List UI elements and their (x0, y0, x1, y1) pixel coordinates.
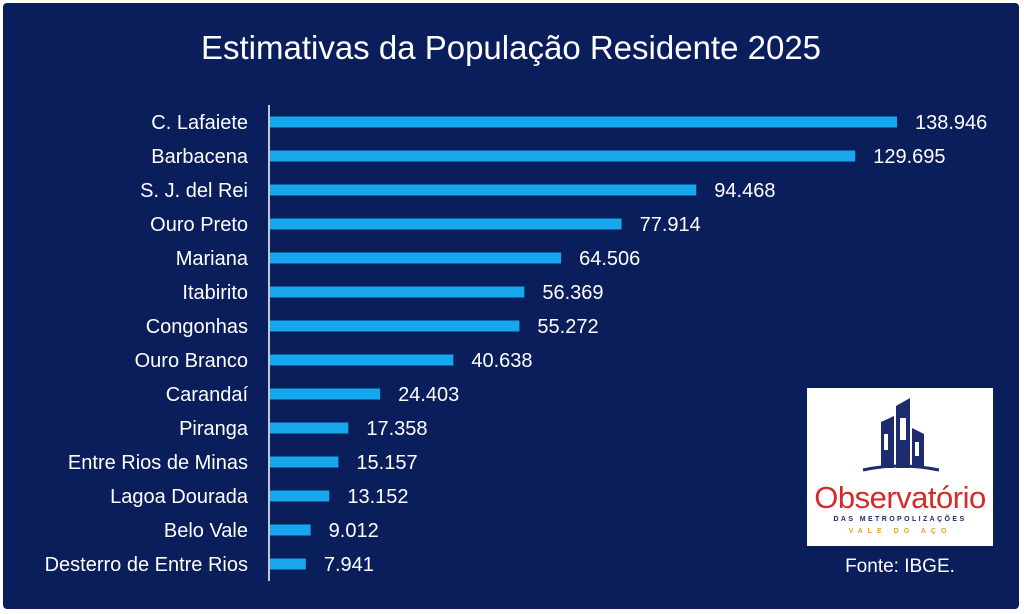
category-label: Itabirito (182, 282, 248, 304)
bar (270, 252, 562, 264)
category-label: Congonhas (146, 316, 248, 338)
bar (270, 524, 311, 536)
source-note: Fonte: IBGE. (845, 556, 955, 577)
observatorio-logo: Observatório DAS METROPOLIZAÇÕES VALE DO… (807, 388, 993, 546)
value-label: 56.369 (542, 282, 603, 304)
category-label: Carandaí (166, 384, 249, 406)
buildings-icon (862, 398, 940, 472)
logo-wordmark: Observatório (814, 480, 986, 515)
chart-title: Estimativas da População Residente 2025 (200, 29, 822, 66)
category-label: C. Lafaiete (151, 112, 248, 134)
category-label: Entre Rios de Minas (68, 452, 248, 474)
value-label: 55.272 (537, 316, 598, 338)
bar (270, 558, 306, 570)
bar (270, 320, 520, 332)
value-label: 7.941 (324, 554, 374, 576)
category-label: Desterro de Entre Rios (45, 554, 248, 576)
bar (270, 456, 339, 468)
value-label: 17.358 (366, 418, 427, 440)
value-label: 40.638 (471, 350, 532, 372)
bar-chart: C. Lafaiete 138.946 Barbacena 129.695 S. J. … (45, 105, 987, 581)
chart-frame: Estimativas da População Residente 2025 … (3, 3, 1019, 609)
value-label: 15.157 (356, 452, 417, 474)
category-label: Lagoa Dourada (110, 486, 249, 508)
bar (270, 354, 454, 366)
value-label: 138.946 (915, 112, 987, 134)
category-label: Ouro Branco (135, 350, 248, 372)
bar (270, 116, 897, 128)
bar (270, 422, 349, 434)
bar (270, 490, 330, 502)
category-label: Belo Vale (164, 520, 248, 542)
category-label: S. J. del Rei (140, 180, 248, 202)
value-label: 13.152 (347, 486, 408, 508)
value-label: 9.012 (329, 520, 379, 542)
category-label: Ouro Preto (150, 214, 248, 236)
bar (270, 150, 856, 162)
logo-tagline-1: DAS METROPOLIZAÇÕES (833, 516, 967, 523)
value-label: 77.914 (640, 214, 701, 236)
value-label: 94.468 (714, 180, 775, 202)
bar (270, 286, 525, 298)
category-label: Barbacena (151, 146, 249, 168)
bar (270, 388, 381, 400)
bar (270, 184, 697, 196)
logo-tagline-2: VALE DO AÇO (848, 528, 952, 535)
value-label: 129.695 (873, 146, 945, 168)
value-label: 64.506 (579, 248, 640, 270)
value-label: 24.403 (398, 384, 459, 406)
category-label: Mariana (176, 248, 249, 270)
bar (270, 218, 622, 230)
category-label: Piranga (179, 418, 249, 440)
